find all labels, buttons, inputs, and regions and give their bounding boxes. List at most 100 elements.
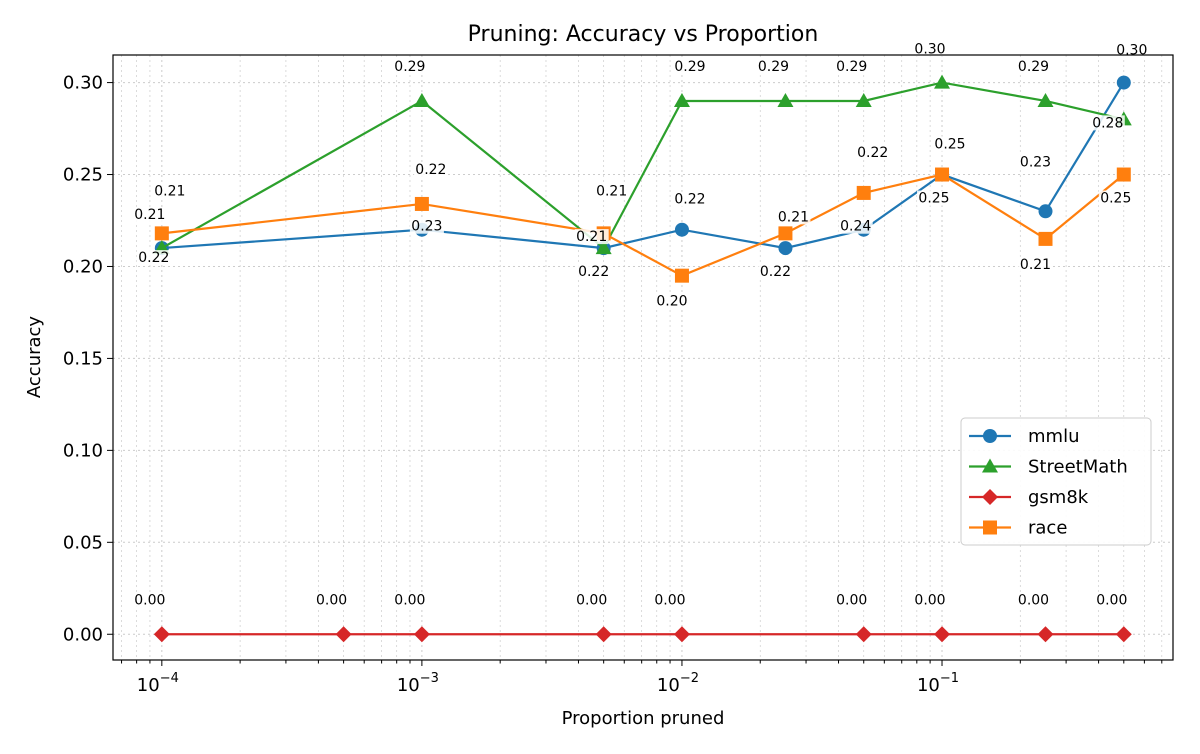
data-label-bg bbox=[652, 592, 687, 608]
data-point bbox=[855, 92, 872, 107]
data-label-bg bbox=[1018, 256, 1053, 272]
data-label-bg bbox=[594, 183, 629, 199]
data-label-bg bbox=[855, 144, 890, 160]
data-label: 0.21 bbox=[596, 183, 627, 199]
data-point bbox=[595, 626, 612, 643]
data-label-bg bbox=[409, 218, 444, 234]
data-label: 0.00 bbox=[836, 592, 867, 608]
data-label: 0.00 bbox=[1096, 592, 1127, 608]
data-label-bg bbox=[136, 250, 171, 266]
data-label: 0.21 bbox=[154, 183, 185, 199]
data-point bbox=[413, 92, 430, 107]
data-point bbox=[595, 240, 612, 255]
data-label: 0.22 bbox=[857, 145, 888, 161]
data-label: 0.23 bbox=[1020, 154, 1051, 170]
data-label: 0.24 bbox=[840, 219, 871, 235]
data-label: 0.00 bbox=[1018, 592, 1049, 608]
y-tick-label: 0.30 bbox=[63, 73, 103, 94]
data-label-bg bbox=[314, 592, 349, 608]
x-tick-label: 10−1 bbox=[917, 671, 959, 696]
data-label-bg bbox=[672, 58, 707, 74]
data-point bbox=[673, 626, 690, 643]
data-point bbox=[335, 626, 352, 643]
data-point bbox=[153, 626, 170, 643]
legend-entry: race bbox=[969, 518, 1067, 539]
data-point bbox=[934, 626, 951, 643]
data-point bbox=[1116, 75, 1131, 90]
data-point bbox=[673, 92, 690, 107]
y-tick-label: 0.00 bbox=[63, 624, 103, 645]
legend-box bbox=[960, 417, 1152, 546]
legend-label: race bbox=[1028, 518, 1067, 539]
axes: 10−4 10−3 10−2 10−1 0.00 0.05 0.10 0.15 0.20 0.25… bbox=[63, 73, 1163, 696]
data-label: 0.29 bbox=[674, 59, 705, 75]
legend-label: mmlu bbox=[1028, 426, 1079, 447]
data-point bbox=[934, 74, 951, 89]
data-label-bg bbox=[392, 592, 427, 608]
series-line-streetmath bbox=[161, 81, 1125, 250]
data-label-bg bbox=[1018, 154, 1053, 170]
series-group bbox=[153, 74, 1132, 643]
x-axis-label: Proportion pruned bbox=[562, 708, 725, 729]
series-race bbox=[154, 167, 1131, 283]
data-labels: 0.22 0.23 0.22 0.22 0.22 0.24 0.25 0.23 0.30 0.21… bbox=[132, 41, 1149, 608]
data-label: 0.23 bbox=[411, 219, 442, 235]
data-label: 0.25 bbox=[918, 191, 949, 207]
data-label: 0.25 bbox=[934, 137, 965, 153]
data-label-bg bbox=[913, 41, 948, 57]
legend-square-icon bbox=[983, 520, 997, 535]
legend-circle-icon bbox=[983, 429, 997, 443]
y-tick-label: 0.10 bbox=[63, 440, 103, 461]
data-point bbox=[856, 185, 871, 200]
data-label: 0.00 bbox=[576, 592, 607, 608]
series-streetmath bbox=[153, 74, 1132, 255]
x-tick-label: 10−3 bbox=[397, 671, 439, 696]
data-label-bg bbox=[574, 592, 609, 608]
data-label: 0.20 bbox=[656, 294, 687, 310]
data-label: 0.21 bbox=[576, 229, 607, 245]
data-label-bg bbox=[1114, 42, 1149, 58]
data-label: 0.21 bbox=[134, 207, 165, 223]
data-label: 0.29 bbox=[394, 59, 425, 75]
data-label-bg bbox=[574, 229, 609, 245]
data-label: 0.30 bbox=[914, 42, 945, 58]
series-mmlu bbox=[154, 75, 1131, 256]
data-label-bg bbox=[152, 183, 187, 199]
data-label: 0.00 bbox=[914, 592, 945, 608]
data-label: 0.22 bbox=[578, 264, 609, 280]
data-point bbox=[1037, 626, 1054, 643]
data-label: 0.00 bbox=[394, 592, 425, 608]
data-label: 0.21 bbox=[778, 209, 809, 225]
y-axis-label: Accuracy bbox=[24, 316, 45, 399]
legend-diamond-icon bbox=[982, 489, 998, 505]
y-tick-label: 0.05 bbox=[63, 532, 103, 553]
data-label-bg bbox=[654, 293, 689, 309]
data-point bbox=[855, 626, 872, 643]
data-label: 0.29 bbox=[836, 59, 867, 75]
data-point bbox=[1116, 167, 1131, 182]
data-point bbox=[1038, 231, 1053, 246]
data-point bbox=[414, 196, 429, 211]
data-label: 0.22 bbox=[415, 162, 446, 178]
x-tick-label: 10−2 bbox=[657, 671, 699, 696]
data-label-bg bbox=[132, 207, 167, 223]
data-label: 0.00 bbox=[654, 592, 685, 608]
data-point bbox=[778, 241, 793, 256]
data-label: 0.30 bbox=[1116, 43, 1147, 59]
legend-entry: StreetMath bbox=[969, 457, 1128, 478]
data-label-bg bbox=[1098, 190, 1133, 206]
data-label: 0.22 bbox=[674, 192, 705, 208]
data-label-bg bbox=[838, 218, 873, 234]
legend-label: gsm8k bbox=[1028, 487, 1089, 508]
data-label: 0.29 bbox=[1018, 59, 1049, 75]
data-point bbox=[778, 226, 793, 241]
data-label: 0.00 bbox=[134, 592, 165, 608]
data-point bbox=[777, 92, 794, 107]
data-point bbox=[1115, 626, 1132, 643]
data-label-bg bbox=[834, 592, 869, 608]
data-label-bg bbox=[913, 592, 948, 608]
plot-frame bbox=[112, 54, 1174, 661]
data-label: 0.22 bbox=[760, 264, 791, 280]
data-label: 0.25 bbox=[1100, 191, 1131, 207]
